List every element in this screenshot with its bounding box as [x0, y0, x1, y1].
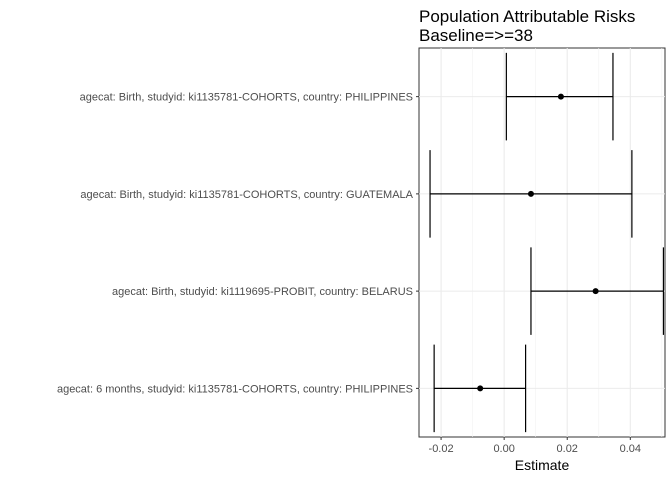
y-axis: agecat: Birth, studyid: ki1135781-COHORT…	[57, 92, 419, 395]
y-tick-label: agecat: Birth, studyid: ki1119695-PROBIT…	[112, 286, 413, 298]
y-tick-label: agecat: Birth, studyid: ki1135781-COHORT…	[80, 92, 413, 104]
estimate-point	[527, 190, 534, 197]
x-axis-label: Estimate	[515, 457, 570, 473]
chart-title: Population Attributable Risks	[419, 7, 635, 26]
x-tick-label: 0.02	[557, 443, 578, 455]
estimate-point	[592, 288, 599, 295]
x-axis: -0.02 0.00 0.02 0.04	[429, 437, 641, 455]
y-tick-label: agecat: Birth, studyid: ki1135781-COHORT…	[80, 189, 413, 201]
x-tick-label: 0.04	[620, 443, 641, 455]
plot-panel	[418, 47, 666, 438]
estimate-point	[557, 93, 564, 100]
chart-subtitle: Baseline=>=38	[419, 26, 533, 45]
y-tick-label: agecat: 6 months, studyid: ki1135781-COH…	[57, 383, 413, 395]
x-tick-label: 0.00	[493, 443, 514, 455]
x-tick-label: -0.02	[429, 443, 454, 455]
error-bars	[429, 52, 665, 433]
estimate-point	[477, 385, 484, 392]
